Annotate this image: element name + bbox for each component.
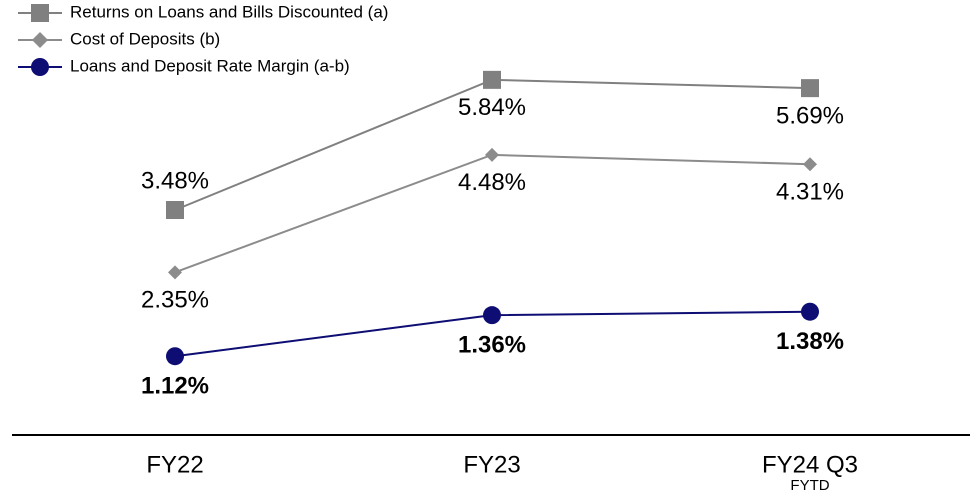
x-tick-label: FY22 bbox=[146, 451, 203, 478]
legend-text: Loans and Deposit Rate Margin (a-b) bbox=[70, 56, 350, 75]
legend-text: Returns on Loans and Bills Discounted (a… bbox=[70, 2, 388, 21]
marker bbox=[166, 347, 184, 366]
x-tick-sublabel: FYTD bbox=[790, 477, 829, 494]
value-label: 1.36% bbox=[458, 331, 526, 358]
value-label: 2.35% bbox=[141, 287, 209, 314]
marker bbox=[801, 302, 819, 321]
value-label: 1.12% bbox=[141, 373, 209, 400]
marker bbox=[483, 70, 501, 89]
marker bbox=[31, 4, 49, 22]
value-label: 1.38% bbox=[776, 328, 844, 355]
legend-text: Cost of Deposits (b) bbox=[70, 29, 220, 48]
value-label: 4.31% bbox=[776, 179, 844, 206]
value-label: 3.48% bbox=[141, 167, 209, 194]
marker bbox=[168, 265, 182, 280]
value-label: 5.69% bbox=[776, 102, 844, 129]
x-tick-label: FY24 Q3 bbox=[762, 451, 858, 478]
marker bbox=[801, 79, 819, 98]
marker bbox=[31, 58, 49, 76]
value-label: 4.48% bbox=[458, 169, 526, 196]
marker bbox=[32, 32, 48, 48]
marker bbox=[803, 157, 817, 172]
marker bbox=[166, 201, 184, 219]
marker bbox=[483, 306, 501, 325]
marker bbox=[485, 147, 499, 162]
value-label: 5.84% bbox=[458, 94, 526, 121]
x-tick-label: FY23 bbox=[463, 451, 520, 478]
